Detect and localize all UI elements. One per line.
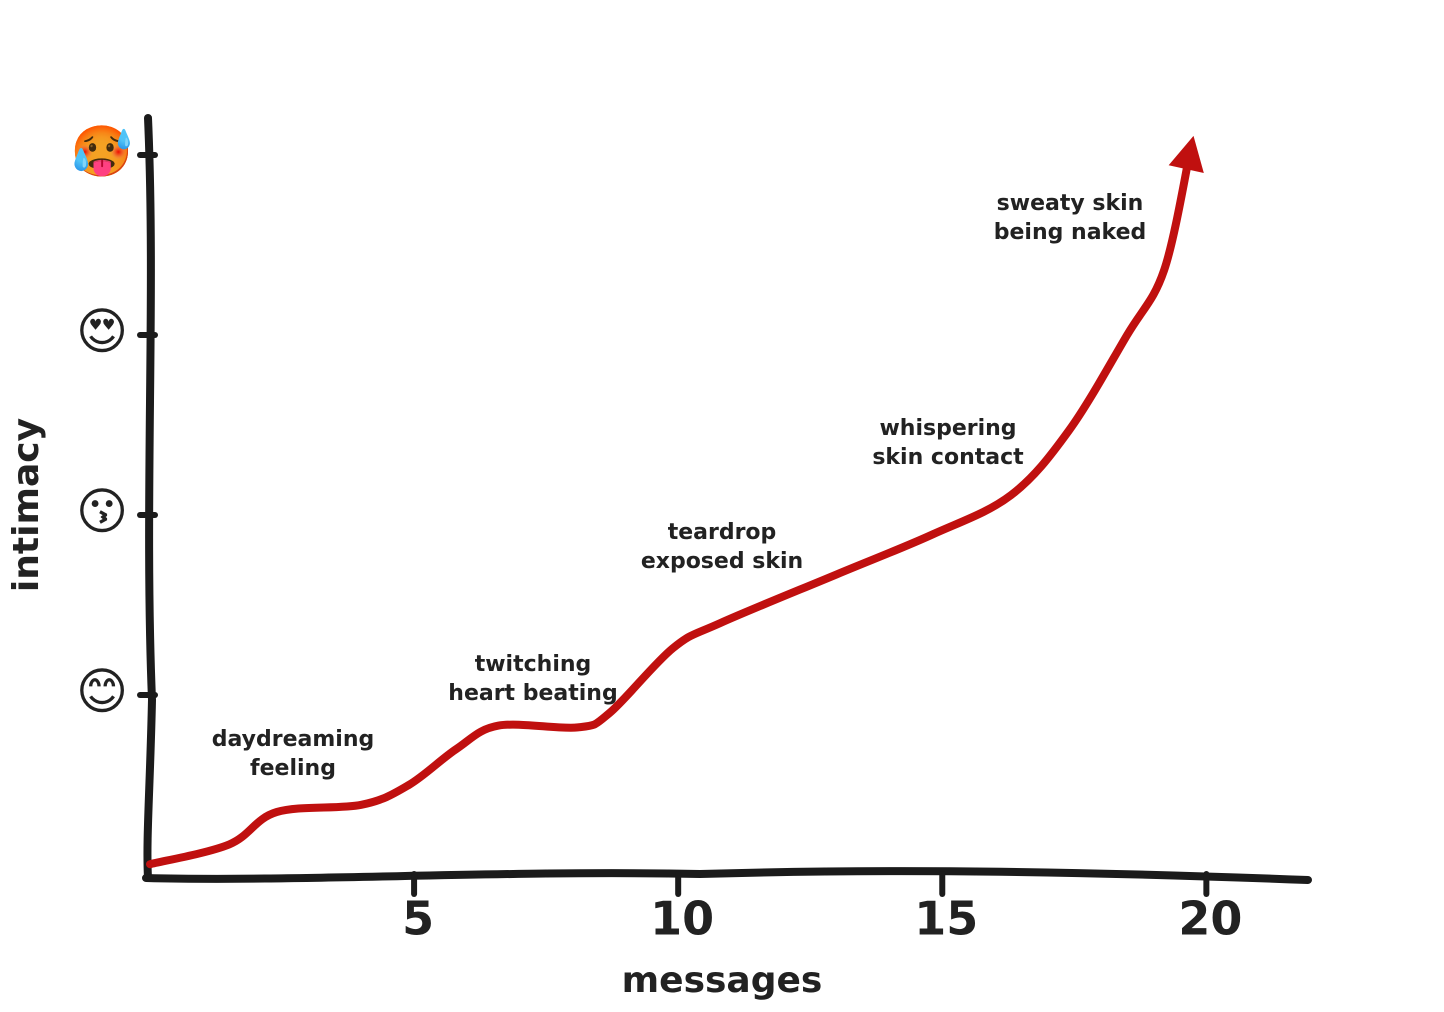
annotation: being naked [994, 220, 1147, 245]
x-axis [142, 867, 1312, 884]
annotation: feeling [250, 756, 336, 781]
y-tick-label: 😊 [76, 663, 128, 721]
x-tick-label: 5 [402, 892, 434, 946]
y-axis [143, 114, 157, 882]
y-tick-label: 😗 [76, 483, 128, 541]
annotation: heart beating [448, 681, 617, 706]
annotation: twitching [475, 652, 592, 677]
trend-line [146, 145, 1195, 869]
annotation: teardrop [668, 520, 777, 545]
annotation: exposed skin [641, 549, 803, 574]
annotation: whispering [879, 416, 1016, 441]
annotation: daydreaming [212, 727, 375, 752]
y-axis-label: intimacy [6, 418, 47, 592]
x-tick-label: 20 [1178, 892, 1242, 946]
annotation: sweaty skin [997, 191, 1144, 216]
y-tick-label: 🥵 [71, 123, 133, 181]
arrowhead [1168, 135, 1204, 173]
x-tick-label: 15 [914, 892, 978, 946]
x-tick-label: 10 [650, 892, 714, 946]
annotation: skin contact [872, 445, 1024, 470]
y-tick-label: 😍 [76, 303, 128, 361]
x-axis-label: messages [622, 960, 823, 1001]
